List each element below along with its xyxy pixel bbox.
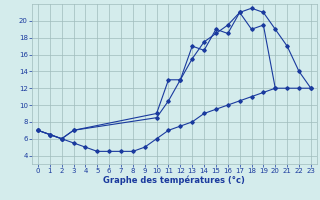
X-axis label: Graphe des températures (°c): Graphe des températures (°c): [103, 176, 245, 185]
